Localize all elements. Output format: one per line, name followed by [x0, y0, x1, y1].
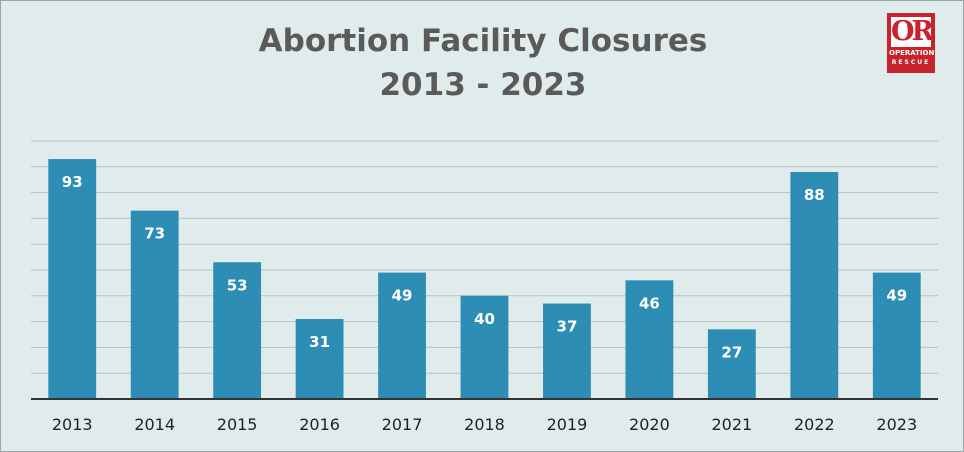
- chart-title-line-2: 2013 - 2023: [379, 67, 587, 103]
- bar: [378, 272, 426, 399]
- bar: [460, 295, 509, 399]
- x-tick-label: 2017: [382, 415, 423, 434]
- x-tick-label: 2023: [876, 415, 917, 434]
- x-tick-label: 2013: [52, 415, 93, 434]
- logo-mark: OR: [891, 16, 934, 47]
- bar: [790, 171, 839, 399]
- data-label: 73: [144, 225, 165, 243]
- x-tick-label: 2020: [629, 415, 670, 434]
- bar: [130, 210, 179, 399]
- data-label: 40: [474, 310, 495, 328]
- bar: [707, 329, 756, 399]
- data-label: 37: [557, 318, 578, 336]
- logo-text-line-1: OPERATION: [889, 49, 935, 57]
- x-tick-label: 2019: [547, 415, 588, 434]
- bar: [295, 319, 344, 399]
- x-tick-label: 2022: [794, 415, 835, 434]
- data-label: 27: [721, 343, 742, 361]
- data-label: 93: [62, 173, 83, 191]
- data-label: 46: [639, 294, 660, 312]
- operation-rescue-logo: OR OPERATION RESCUE: [887, 13, 935, 73]
- chart-title: Abortion Facility Closures 2013 - 2023: [1, 19, 963, 107]
- data-label: 49: [886, 287, 907, 305]
- bar: [48, 159, 97, 399]
- logo-text-line-2: RESCUE: [891, 59, 931, 66]
- bar: [213, 262, 262, 399]
- x-tick-label: 2018: [464, 415, 505, 434]
- bar: [625, 280, 674, 399]
- data-label: 88: [804, 186, 825, 204]
- chart-title-line-1: Abortion Facility Closures: [258, 23, 708, 59]
- bar: [872, 272, 921, 399]
- x-tick-label: 2015: [217, 415, 258, 434]
- logo-mark-box: OR: [891, 16, 934, 47]
- x-tick-label: 2016: [299, 415, 340, 434]
- data-label: 31: [309, 333, 330, 351]
- x-tick-label: 2021: [712, 415, 753, 434]
- data-label: 49: [392, 287, 413, 305]
- data-label: 53: [227, 276, 248, 294]
- bar: [543, 303, 591, 399]
- x-tick-label: 2014: [134, 415, 175, 434]
